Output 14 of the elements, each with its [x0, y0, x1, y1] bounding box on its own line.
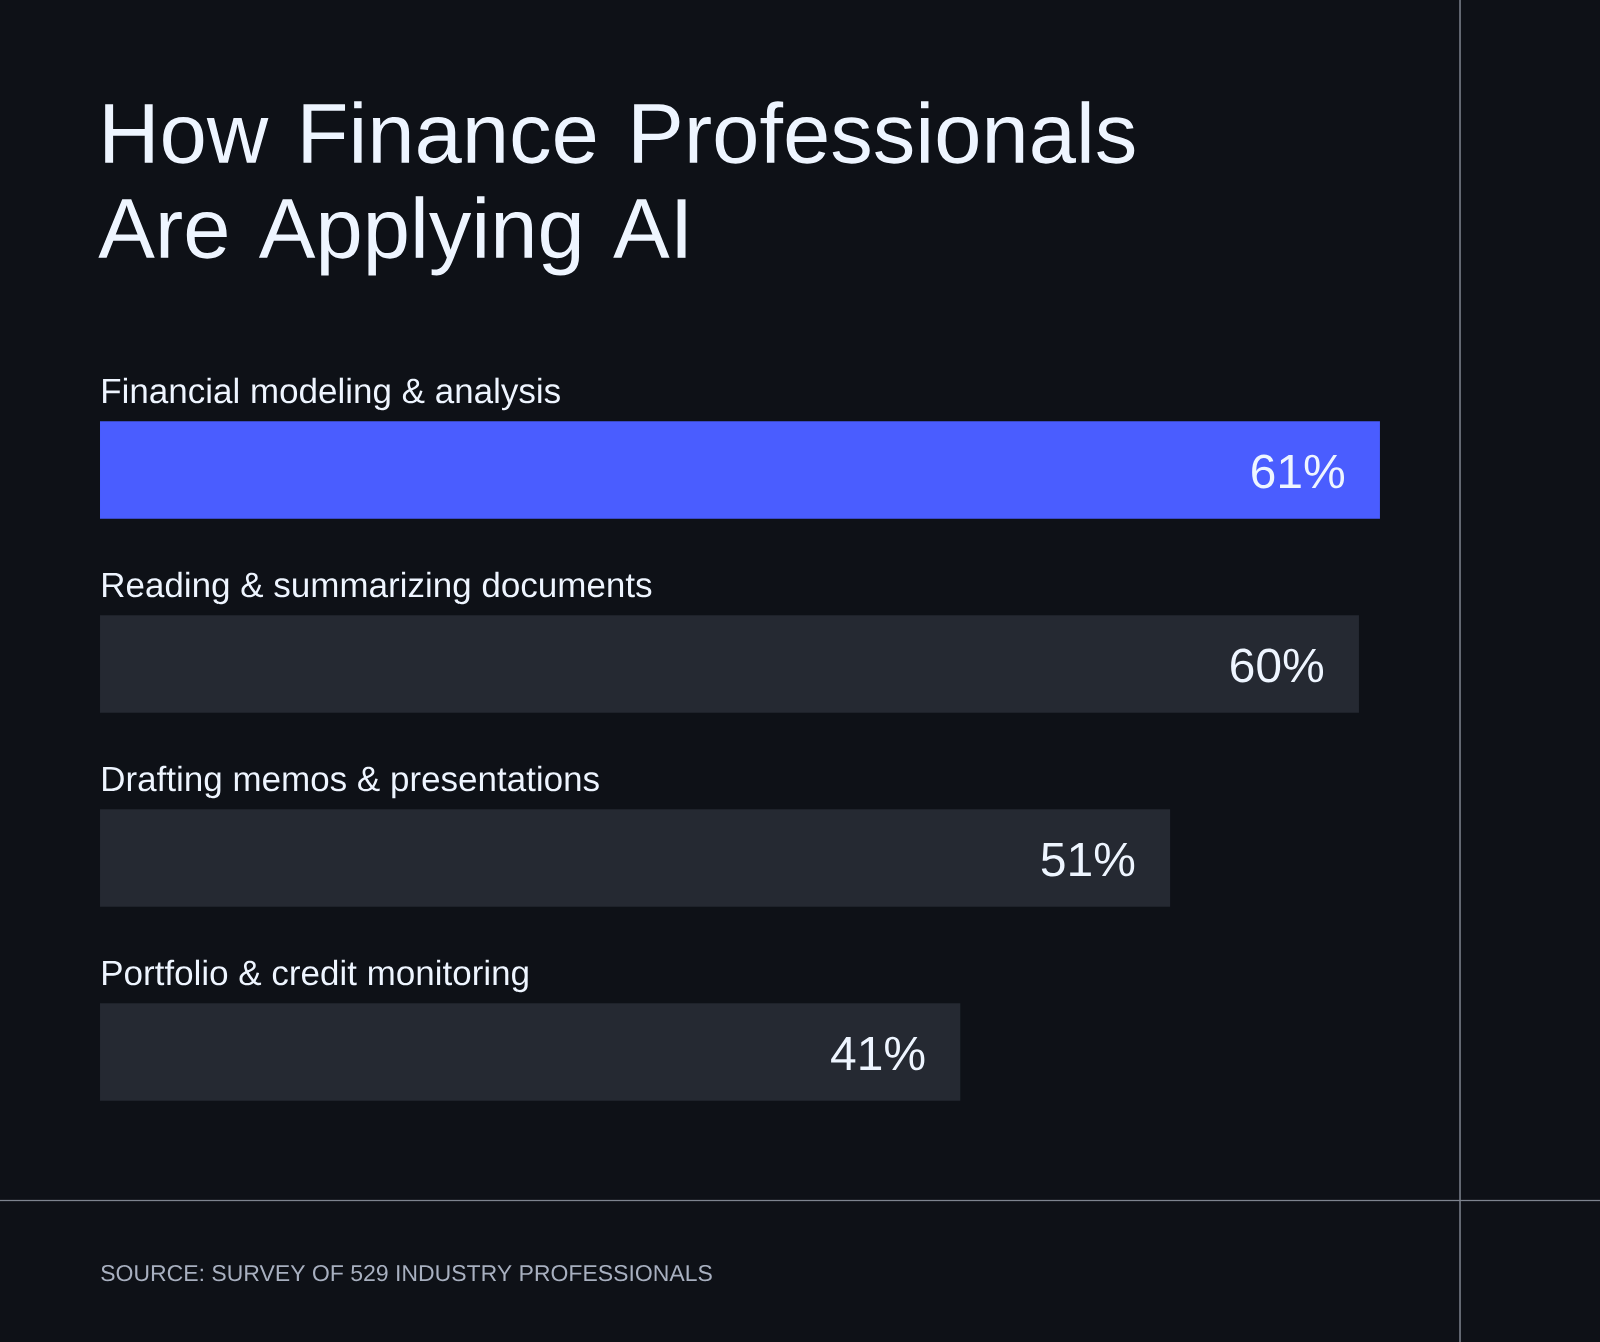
data-label: 41%	[831, 1036, 925, 1071]
chart-title: How Finance Professionals Are Applying AI	[98, 101, 1135, 276]
y-tick-label: Financial modeling & analysis	[103, 377, 560, 411]
bar	[100, 809, 1171, 907]
source-note: SOURCE: SURVEY OF 529 INDUSTRY PROFESSIONALS	[101, 1264, 712, 1282]
data-label: 51%	[1041, 842, 1135, 877]
y-tick-label: Portfolio & credit monitoring	[103, 959, 528, 993]
bar	[100, 615, 1359, 713]
y-tick-label: Drafting memos & presentations	[103, 765, 599, 799]
data-label: 61%	[1252, 454, 1345, 489]
data-label: 60%	[1231, 648, 1324, 683]
bar	[100, 421, 1380, 519]
bar	[100, 1003, 961, 1101]
y-tick-label: Reading & summarizing documents	[103, 571, 652, 605]
